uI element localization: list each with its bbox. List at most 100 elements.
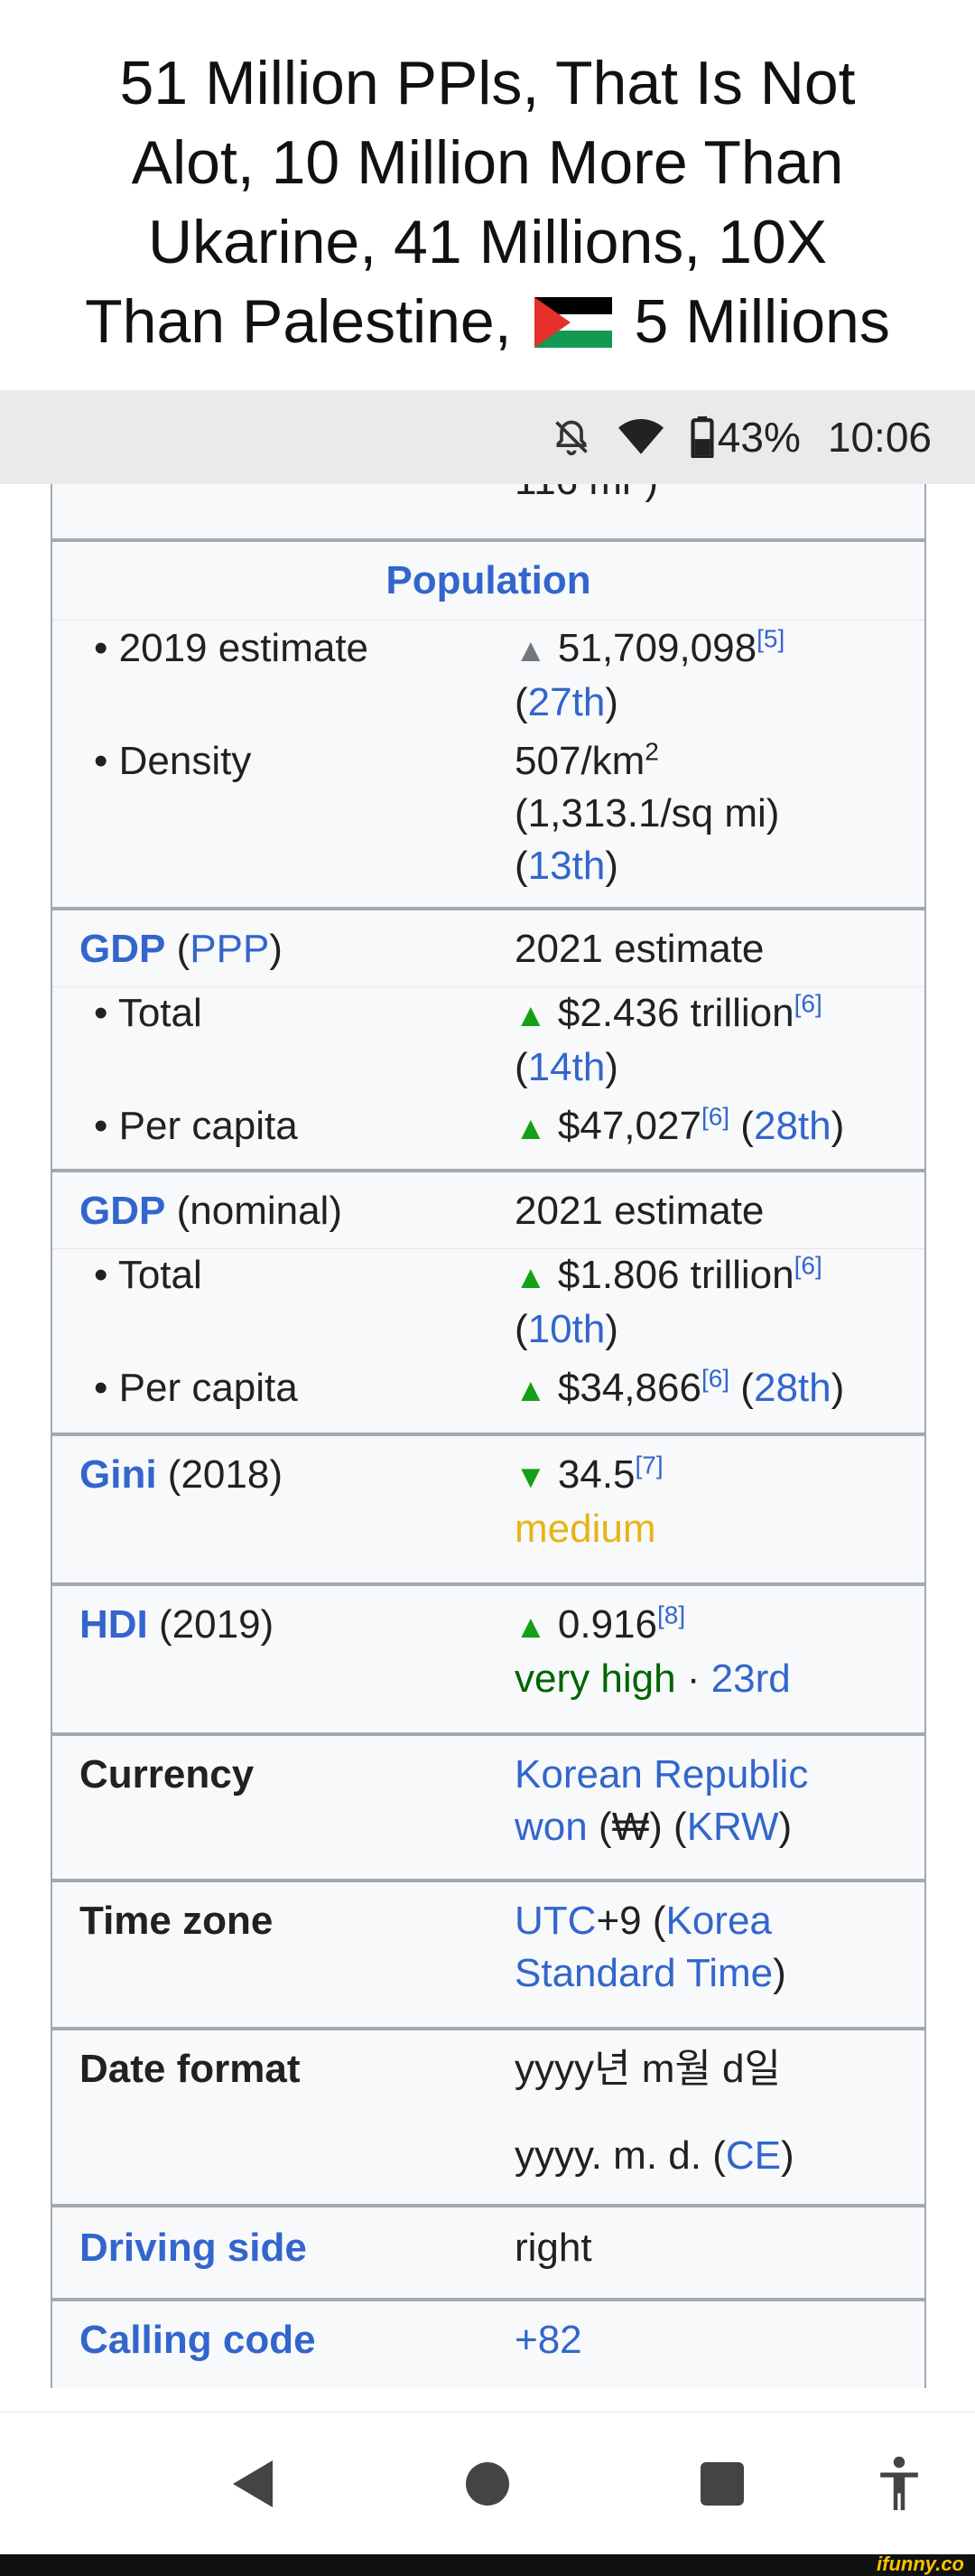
population-header: Population bbox=[52, 538, 924, 620]
home-icon[interactable] bbox=[442, 2413, 533, 2555]
watermark-strip: ifunny.co bbox=[0, 2553, 975, 2576]
back-icon[interactable] bbox=[208, 2413, 298, 2555]
page-content[interactable]: 116 mi2) Population • 2019 estimate ▲ 51… bbox=[0, 484, 975, 2412]
increase-icon: ▲ bbox=[515, 1109, 547, 1146]
gdp-nominal-total-row: • Total ▲ $1.806 trillion[6] (10th) bbox=[52, 1248, 924, 1362]
ifunny-watermark: ifunny.co bbox=[877, 2553, 964, 2575]
ref-8[interactable]: [8] bbox=[656, 1601, 686, 1629]
gdp-nominal-total-value: ▲ $1.806 trillion[6] (10th) bbox=[515, 1251, 822, 1351]
decrease-icon: ▼ bbox=[515, 1458, 547, 1495]
gdp-ppp-pc-label: • Per capita bbox=[94, 1104, 298, 1148]
ref-7[interactable]: [7] bbox=[635, 1451, 664, 1479]
gdp-nominal-pc-value: ▲ $34,866[6] (28th) bbox=[515, 1364, 845, 1410]
gini-value: ▼ 34.5[7] medium bbox=[515, 1451, 664, 1551]
calling-code-link[interactable]: Calling code bbox=[79, 2318, 316, 2362]
area-tail-row: 116 mi2) bbox=[52, 484, 924, 538]
gdp-nominal-header-row: GDP (nominal) 2021 estimate bbox=[52, 1169, 924, 1248]
palestine-flag-icon bbox=[534, 297, 612, 348]
gdp-ppp-total-row: • Total ▲ $2.436 trillion[6] (14th) bbox=[52, 986, 924, 1100]
ref-6[interactable]: [6] bbox=[701, 1102, 730, 1131]
gdp-ppp-total-rank-link[interactable]: 14th bbox=[527, 1045, 606, 1089]
gdp-link[interactable]: GDP bbox=[79, 927, 166, 971]
gini-row: Gini (2018) ▼ 34.5[7] medium bbox=[52, 1433, 924, 1582]
won-link[interactable]: won bbox=[515, 1805, 588, 1849]
gini-label: Gini (2018) bbox=[79, 1452, 283, 1497]
increase-icon: ▲ bbox=[515, 1608, 547, 1645]
hdi-value: ▲ 0.916[8] very high · 23rd bbox=[515, 1601, 791, 1701]
gdp-ppp-year: 2021 estimate bbox=[515, 927, 765, 971]
pop-estimate-label: • 2019 estimate bbox=[94, 626, 369, 670]
gini-link[interactable]: Gini bbox=[79, 1452, 157, 1497]
increase-icon: ▲ bbox=[515, 996, 547, 1033]
battery-icon bbox=[691, 416, 714, 458]
wifi-icon bbox=[618, 417, 664, 457]
hdi-row: HDI (2019) ▲ 0.916[8] very high · 23rd bbox=[52, 1582, 924, 1732]
gini-level: medium bbox=[515, 1507, 656, 1551]
ref-5[interactable]: [5] bbox=[757, 624, 785, 653]
caption-line-1: 51 Million PPls, That Is Not bbox=[119, 49, 856, 117]
korean-won-link[interactable]: Korean Republic bbox=[515, 1752, 809, 1797]
population-link[interactable]: Population bbox=[385, 558, 591, 602]
increase-icon: ▲ bbox=[515, 1258, 547, 1295]
gdp-ppp-total-value: ▲ $2.436 trillion[6] (14th) bbox=[515, 989, 822, 1089]
density-label: • Density bbox=[94, 739, 252, 783]
kst-link-2[interactable]: Standard Time bbox=[515, 1951, 774, 1995]
hdi-level: very high bbox=[515, 1657, 676, 1701]
gdp-ppp-pc-row: • Per capita ▲ $47,027[6] (28th) bbox=[52, 1100, 924, 1169]
hdi-link[interactable]: HDI bbox=[79, 1602, 148, 1647]
currency-label: Currency bbox=[79, 1752, 255, 1797]
ce-link[interactable]: CE bbox=[725, 2133, 781, 2178]
gdp-nominal-total-rank-link[interactable]: 10th bbox=[527, 1307, 606, 1351]
krw-link[interactable]: KRW bbox=[686, 1805, 779, 1849]
pop-estimate-row: • 2019 estimate ▲ 51,709,098[5] (27th) bbox=[52, 620, 924, 735]
gdp-ppp-header-row: GDP (PPP) 2021 estimate bbox=[52, 907, 924, 986]
bell-off-icon bbox=[552, 417, 591, 457]
increase-gray-icon: ▲ bbox=[515, 631, 547, 668]
date-format-line2: yyyy. m. d. (CE) bbox=[515, 2133, 794, 2178]
date-format-label: Date format bbox=[79, 2047, 301, 2091]
gdp-nominal-pc-row: • Per capita ▲ $34,866[6] (28th) bbox=[52, 1362, 924, 1433]
caption-line-3: Ukarine, 41 Millions, 10X bbox=[147, 208, 828, 276]
ref-6[interactable]: [6] bbox=[794, 1251, 822, 1280]
date-format-value: yyyy년 m월 d일 yyyy. m. d. (CE) bbox=[515, 2043, 912, 2182]
gdp-link[interactable]: GDP bbox=[79, 1189, 166, 1233]
pop-rank-link[interactable]: 27th bbox=[527, 680, 606, 724]
calling-code-value[interactable]: +82 bbox=[515, 2318, 582, 2362]
hdi-rank-link[interactable]: 23rd bbox=[710, 1657, 791, 1701]
driving-side-link[interactable]: Driving side bbox=[79, 2226, 307, 2270]
recents-icon[interactable] bbox=[677, 2413, 767, 2555]
gdp-nominal-pc-label: • Per capita bbox=[94, 1366, 298, 1410]
gdp-nominal-year: 2021 estimate bbox=[515, 1189, 765, 1233]
currency-row: Currency Korean Republic won (₩) (KRW) bbox=[52, 1732, 924, 1879]
gdp-nominal-total-label: • Total bbox=[94, 1253, 202, 1297]
meme-caption: 51 Million PPls, That Is Not Alot, 10 Mi… bbox=[0, 0, 975, 390]
increase-icon: ▲ bbox=[515, 1371, 547, 1408]
clock: 10:06 bbox=[827, 414, 932, 461]
date-format-row: Date format yyyy년 m월 d일 yyyy. m. d. (CE) bbox=[52, 2027, 924, 2204]
pop-estimate-value: ▲ 51,709,098[5] (27th) bbox=[515, 624, 785, 724]
kst-link[interactable]: Korea bbox=[665, 1899, 772, 1943]
density-row: • Density 507/km2 (1,313.1/sq mi) (13th) bbox=[52, 735, 924, 907]
utc-link[interactable]: UTC bbox=[515, 1899, 597, 1943]
ref-6[interactable]: [6] bbox=[794, 989, 822, 1018]
gdp-ppp-pc-rank-link[interactable]: 28th bbox=[753, 1104, 831, 1148]
currency-value: Korean Republic won (₩) (KRW) bbox=[515, 1752, 809, 1849]
accessibility-icon[interactable] bbox=[854, 2413, 944, 2555]
navigation-bar bbox=[0, 2412, 975, 2555]
infobox: 116 mi2) Population • 2019 estimate ▲ 51… bbox=[51, 484, 926, 2388]
ref-6[interactable]: [6] bbox=[701, 1364, 730, 1393]
timezone-label: Time zone bbox=[79, 1899, 274, 1943]
gdp-nominal-pc-rank-link[interactable]: 28th bbox=[753, 1366, 831, 1410]
hdi-label: HDI (2019) bbox=[79, 1602, 274, 1647]
driving-side-value: right bbox=[515, 2226, 592, 2270]
gdp-ppp-pc-value: ▲ $47,027[6] (28th) bbox=[515, 1102, 845, 1148]
timezone-value: UTC+9 (Korea Standard Time) bbox=[515, 1899, 786, 1995]
gdp-ppp-total-label: • Total bbox=[94, 991, 202, 1035]
timezone-row: Time zone UTC+9 (Korea Standard Time) bbox=[52, 1879, 924, 2027]
battery-percent: 43% bbox=[717, 414, 801, 461]
caption-line-4-pre: Than Palestine, bbox=[85, 287, 512, 356]
calling-code-row: Calling code +82 bbox=[52, 2298, 924, 2388]
ppp-link[interactable]: PPP bbox=[190, 927, 270, 971]
gdp-nominal-label: GDP (nominal) bbox=[79, 1189, 342, 1233]
density-rank-link[interactable]: 13th bbox=[527, 844, 606, 888]
